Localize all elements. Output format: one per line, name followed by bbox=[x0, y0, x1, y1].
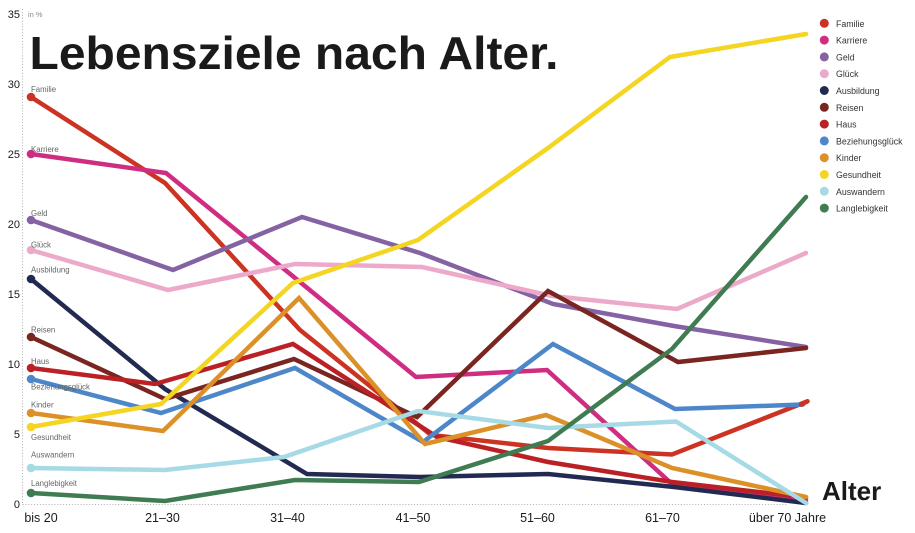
svg-text:Karriere: Karriere bbox=[836, 36, 867, 46]
svg-text:Ausbildung: Ausbildung bbox=[836, 86, 880, 96]
svg-text:Familie: Familie bbox=[836, 19, 864, 29]
svg-text:Familie: Familie bbox=[31, 85, 56, 94]
svg-text:Haus: Haus bbox=[836, 120, 857, 130]
svg-text:Langlebigkeit: Langlebigkeit bbox=[31, 479, 78, 488]
svg-text:25: 25 bbox=[8, 149, 20, 161]
svg-text:Langlebigkeit: Langlebigkeit bbox=[836, 204, 888, 214]
svg-text:20: 20 bbox=[8, 219, 20, 231]
svg-text:Gesundheit: Gesundheit bbox=[836, 170, 882, 180]
svg-text:in %: in % bbox=[28, 10, 43, 19]
svg-text:Geld: Geld bbox=[31, 209, 47, 218]
svg-text:21–30: 21–30 bbox=[145, 511, 180, 525]
svg-text:61–70: 61–70 bbox=[645, 511, 680, 525]
svg-text:Karriere: Karriere bbox=[31, 145, 59, 154]
svg-text:Haus: Haus bbox=[31, 357, 49, 366]
svg-text:Alter: Alter bbox=[822, 476, 881, 506]
svg-text:35: 35 bbox=[8, 9, 20, 21]
svg-text:41–50: 41–50 bbox=[396, 511, 431, 525]
svg-text:5: 5 bbox=[14, 429, 20, 441]
svg-text:31–40: 31–40 bbox=[270, 511, 305, 525]
svg-text:Glück: Glück bbox=[836, 69, 859, 79]
svg-text:Kinder: Kinder bbox=[836, 153, 861, 163]
svg-text:Beziehungsglück: Beziehungsglück bbox=[31, 383, 90, 392]
svg-text:Auswandern: Auswandern bbox=[31, 451, 74, 460]
svg-text:bis 20: bis 20 bbox=[24, 511, 57, 525]
svg-text:Beziehungsglück: Beziehungsglück bbox=[836, 136, 903, 146]
svg-text:10: 10 bbox=[8, 359, 20, 371]
svg-text:Kinder: Kinder bbox=[31, 401, 54, 410]
svg-text:Reisen: Reisen bbox=[31, 326, 55, 335]
svg-text:Glück: Glück bbox=[31, 241, 51, 250]
svg-text:Auswandern: Auswandern bbox=[836, 187, 885, 197]
svg-text:30: 30 bbox=[8, 79, 20, 91]
svg-text:0: 0 bbox=[14, 499, 20, 511]
svg-text:über 70 Jahre: über 70 Jahre bbox=[749, 511, 826, 525]
svg-text:15: 15 bbox=[8, 289, 20, 301]
svg-text:51–60: 51–60 bbox=[520, 511, 555, 525]
svg-text:Ausbildung: Ausbildung bbox=[31, 266, 70, 275]
svg-text:Geld: Geld bbox=[836, 52, 855, 62]
svg-text:Reisen: Reisen bbox=[836, 103, 863, 113]
svg-text:Lebensziele nach Alter.: Lebensziele nach Alter. bbox=[30, 27, 559, 79]
svg-text:Gesundheit: Gesundheit bbox=[31, 433, 72, 442]
